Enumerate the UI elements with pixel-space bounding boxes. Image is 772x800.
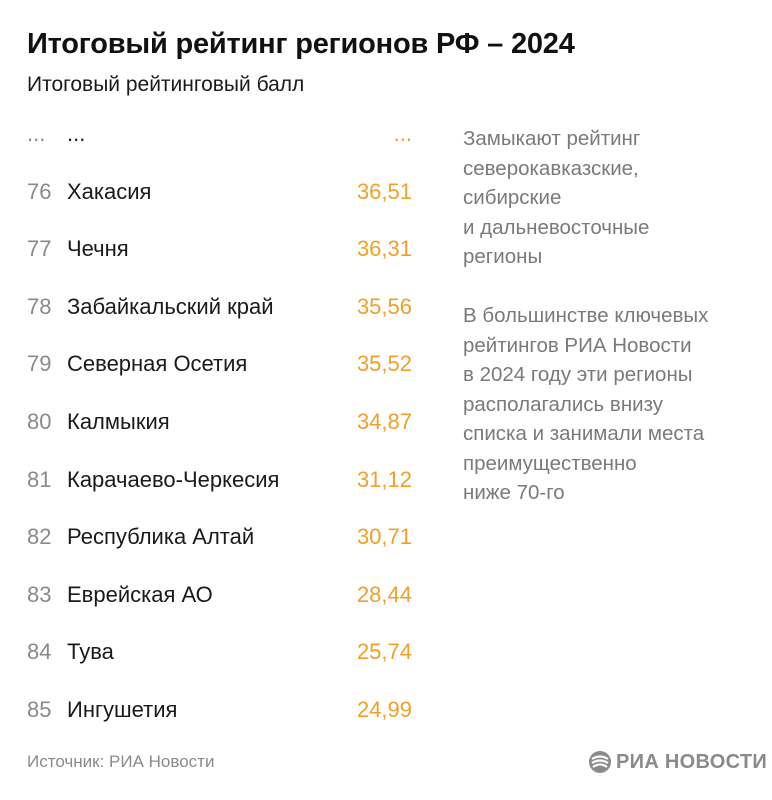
row-region: Карачаево-Черкесия: [67, 466, 280, 492]
row-rank: 76: [27, 178, 52, 204]
row-rank: 83: [27, 581, 52, 607]
table-row: 83 Еврейская АО 28,44: [0, 575, 430, 615]
table-row: 77 Чечня 36,31: [0, 229, 430, 269]
row-region: Забайкальский край: [67, 293, 274, 319]
page-title: Итоговый рейтинг регионов РФ – 2024: [27, 28, 575, 60]
ria-logo-icon: [589, 751, 611, 773]
table-row: 82 Республика Алтай 30,71: [0, 517, 430, 557]
row-rank: 77: [27, 236, 52, 262]
row-region: Еврейская АО: [67, 581, 213, 607]
row-score: 30,71: [356, 524, 412, 550]
ria-logo-text: РИА НОВОСТИ: [616, 750, 768, 773]
row-score: 24,99: [356, 697, 412, 722]
table-row: 79 Северная Осетия 35,52: [0, 344, 430, 384]
row-rank: ...: [27, 121, 46, 146]
note-2-text: В большинстве ключевых рейтингов РИА Нов…: [463, 304, 709, 504]
row-rank: 85: [27, 697, 52, 722]
row-rank: 79: [27, 351, 52, 377]
row-rank: 78: [27, 293, 52, 319]
row-region: Ингушетия: [67, 697, 178, 722]
row-rank: 84: [27, 639, 52, 665]
row-score: 35,52: [356, 351, 412, 377]
note-1: Замыкают рейтинг северокавказские, сибир…: [463, 124, 763, 272]
row-rank: 80: [27, 409, 52, 434]
table-row: 78 Забайкальский край 35,56: [0, 287, 430, 327]
row-score: 25,74: [356, 639, 412, 665]
row-score: 28,44: [356, 581, 412, 607]
table-row: 85 Ингушетия 24,99: [0, 690, 430, 730]
row-region: Хакасия: [67, 178, 152, 204]
row-rank: 82: [27, 524, 52, 550]
table-row: 81 Карачаево-Черкесия 31,12: [0, 460, 430, 500]
row-region: Республика Алтай: [67, 524, 255, 550]
table-row: 84 Тува 25,74: [0, 632, 430, 672]
row-score: 35,56: [356, 293, 412, 319]
note-2: В большинстве ключевых рейтингов РИА Нов…: [463, 301, 763, 508]
ria-logo: РИА НОВОСТИ: [588, 748, 767, 776]
table-row: 76 Хакасия 36,51: [0, 172, 430, 212]
row-region: ...: [67, 121, 86, 146]
table-row: 80 Калмыкия 34,87: [0, 402, 430, 442]
row-region: Калмыкия: [67, 409, 170, 434]
row-score: 36,31: [356, 236, 412, 262]
row-region: Тува: [67, 639, 114, 665]
row-region: Чечня: [67, 236, 129, 262]
note-1-text: Замыкают рейтинг северокавказские, сибир…: [463, 127, 650, 268]
row-rank: 81: [27, 466, 52, 492]
row-score: ...: [393, 121, 412, 146]
row-score: 31,12: [356, 466, 412, 492]
page-subtitle: Итоговый рейтинговый балл: [27, 73, 305, 96]
source-note: Источник: РИА Новости: [27, 752, 215, 771]
row-region: Северная Осетия: [67, 351, 248, 377]
table-row: .........: [0, 114, 430, 154]
row-score: 36,51: [356, 178, 412, 204]
row-score: 34,87: [356, 409, 412, 434]
